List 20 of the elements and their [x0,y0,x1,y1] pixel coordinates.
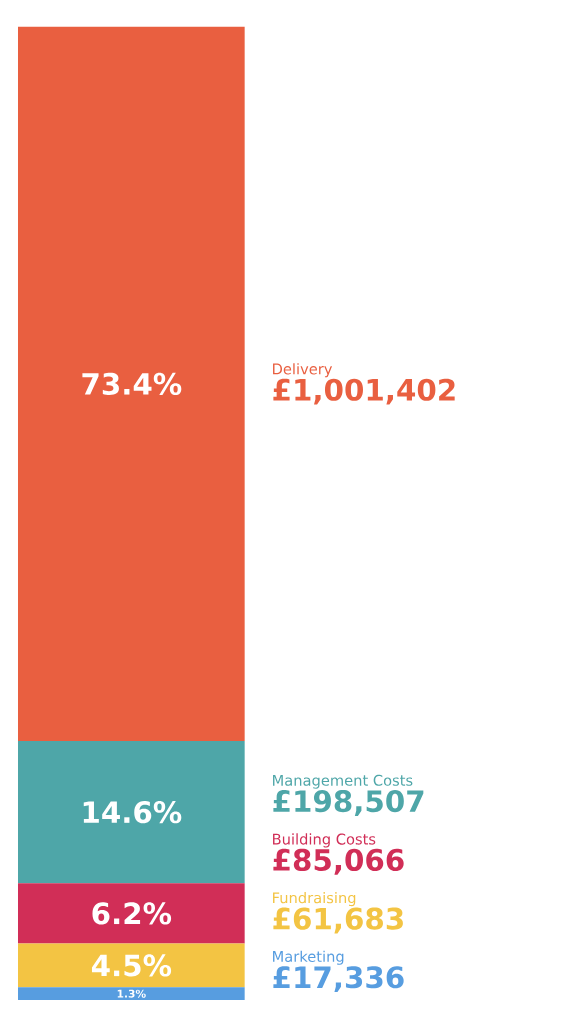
bar [18,883,245,944]
data-label: 4.5% [91,954,172,977]
data-label: 14.6% [83,801,182,824]
bar [18,741,245,884]
bar [18,987,245,1000]
data-label: 1.3% [117,989,146,998]
data-label: 73.4% [82,372,182,395]
text: Building Costs [273,833,376,848]
series-label: Management Costs [273,774,413,789]
data-label: 6.2% [92,902,172,925]
text: £61,683 [273,907,403,934]
text: Fundraising [273,891,356,907]
bar [18,26,245,742]
text: Marketing [273,950,344,965]
text: £17,336 [273,966,404,993]
series-label: Delivery [273,363,333,378]
text: £85,066 [273,848,404,875]
text: £198,507 [273,790,424,816]
bar [18,943,245,988]
text: £1,001,402 [273,378,455,405]
